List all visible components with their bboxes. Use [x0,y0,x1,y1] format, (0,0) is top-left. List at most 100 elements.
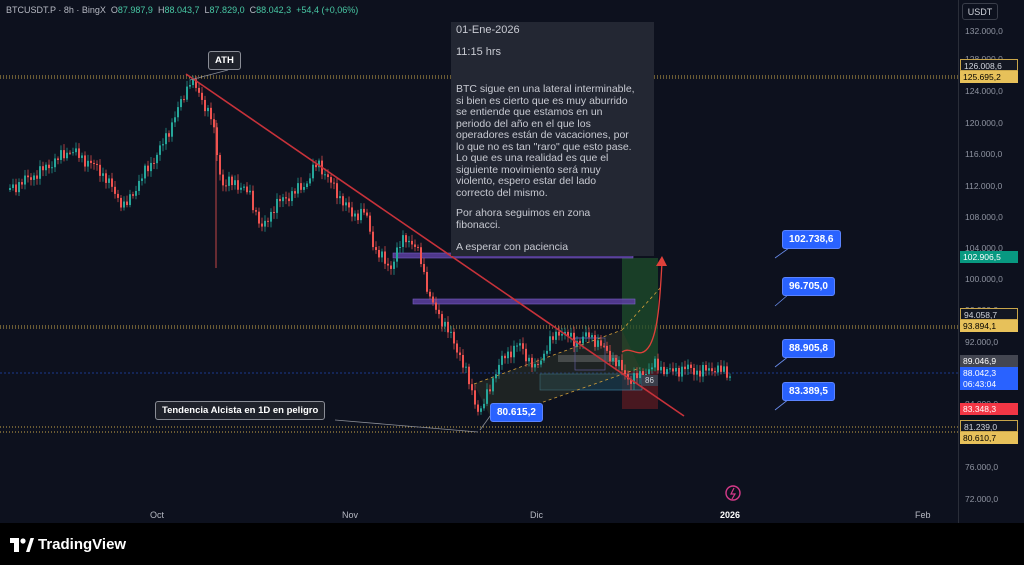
candle-body [729,376,731,378]
candle-body [192,79,194,86]
trend-warning-callout[interactable]: Tendencia Alcista en 1D en peligro [155,401,326,420]
candle-body [72,152,74,154]
price-tick: 112.000,0 [965,181,1003,191]
candle-body [48,164,50,169]
close-key: C [249,5,257,15]
note-line: fibonacci. [456,218,501,231]
candle-body [726,366,728,378]
candle-body [165,133,167,145]
candle-body [486,389,488,404]
change-value: +54,4 (+0,06%) [296,5,359,15]
callout-connector-1 [774,247,790,259]
candle-body [396,247,398,262]
candle-body [339,196,341,199]
candle-body [303,187,305,190]
candle-body [579,340,581,344]
candle-body [591,335,593,338]
open-value: 87.987,9 [117,5,153,15]
candle-body [144,165,146,179]
descending-trendline[interactable] [185,73,685,417]
candle-body [357,213,359,221]
candle-body [699,370,701,377]
candle-body [195,79,197,88]
candle-body [696,370,698,375]
candle-body [369,215,371,232]
text-note[interactable]: 01-Ene-2026 11:15 hrs BTC sigue en una l… [451,22,654,256]
candle-body [330,177,332,183]
candle-body [237,180,239,190]
candle-body [504,355,506,359]
candle-body [231,176,233,186]
chart-panel[interactable]: 86 BTCUSDT.P · 8h · BingX O87.987,9 H88.… [0,0,1024,523]
time-label-year: 2026 [720,510,741,520]
footer-bar [0,523,1024,565]
price-tick: 100.000,0 [965,274,1003,284]
candle-body [639,371,641,379]
candle-body [87,160,89,167]
note-line: operadores están de vacaciones, por [456,129,629,141]
price-label-sup-high: 81.239,0 [960,420,1018,432]
candle-body [126,201,128,206]
candle-body [114,186,116,194]
candle-body [180,99,182,108]
candle-body [489,389,491,392]
consolidation-box[interactable] [558,355,618,362]
candle-body [285,197,287,199]
candle-body [684,366,686,370]
target-callout-4[interactable]: 83.389,5 [782,382,835,401]
target-callout-3[interactable]: 88.905,8 [782,339,835,358]
candle-body [435,302,437,310]
target-callout-2[interactable]: 96.705,0 [782,277,835,296]
candle-body [279,198,281,202]
candle-body [276,198,278,213]
low-price-callout[interactable]: 80.615,2 [490,403,543,422]
ohlc-header: BTCUSDT.P · 8h · BingX O87.987,9 H88.043… [6,5,358,15]
candle-body [471,384,473,391]
candle-body [258,211,260,224]
ath-connector [189,69,229,81]
candle-body [198,87,200,93]
candle-body [450,331,452,333]
candle-body [657,358,659,371]
price-label-ath: 125.695,2 [960,71,1018,83]
ath-callout[interactable]: ATH [208,51,241,70]
candle-body [723,366,725,372]
candle-body [507,351,509,359]
note-para2: Por ahora seguimos en zona fibonacci. [456,207,590,231]
candle-body [201,92,203,100]
candle-body [93,162,95,164]
candle-body [255,210,257,212]
candle-body [432,296,434,303]
candle-body [51,167,53,169]
target-callout-1[interactable]: 102.738,6 [782,230,841,249]
candle-body [354,213,356,217]
candle-body [390,265,392,269]
candle-body [105,173,107,183]
candle-body [30,177,32,180]
candle-body [273,211,275,213]
replay-icon[interactable] [725,485,741,501]
candle-body [171,122,173,137]
range-box[interactable] [574,337,606,371]
candle-body [585,332,587,337]
low-key: L [204,5,210,15]
candle-body [84,155,86,167]
open-key: O [110,5,118,15]
candle-body [426,271,428,292]
supply-zone-lower[interactable] [412,298,636,305]
time-label-feb: Feb [915,510,931,520]
candle-body [564,331,566,335]
symbol-label[interactable]: BTCUSDT.P · 8h · BingX [6,5,106,15]
candle-body [111,178,113,187]
candle-body [456,343,458,353]
candle-body [90,160,92,163]
low-value: 87.829,0 [209,5,245,15]
candle-body [600,340,602,346]
candle-body [474,390,476,405]
candle-body [525,348,527,362]
candle-body [429,291,431,297]
tradingview-logo[interactable]: TradingView [10,536,126,553]
candle-body [174,117,176,123]
currency-button[interactable]: USDT [962,3,998,20]
candle-body [147,165,149,172]
